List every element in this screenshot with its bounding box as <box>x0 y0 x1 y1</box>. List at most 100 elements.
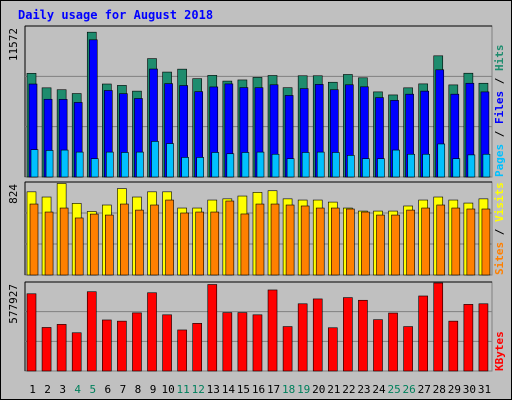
bar <box>222 312 233 372</box>
bar <box>297 303 308 372</box>
bar <box>481 208 491 276</box>
bar <box>362 158 370 178</box>
bar <box>60 149 69 178</box>
bar <box>300 205 310 276</box>
legend-kbytes: KBytes <box>493 331 506 371</box>
bar <box>89 213 99 276</box>
x-tick-label: 11 <box>177 383 190 396</box>
x-tick-label: 23 <box>357 383 370 396</box>
bar <box>482 153 491 178</box>
legend-text: / <box>493 71 506 91</box>
bar <box>147 292 157 372</box>
legend-hits: Pages / Files / Hits <box>493 45 506 178</box>
bar <box>403 326 413 372</box>
bar <box>436 204 446 276</box>
x-tick-label: 28 <box>433 383 446 396</box>
x-tick-label: 26 <box>403 383 416 396</box>
chart-title: Daily usage for August 2018 <box>18 8 213 22</box>
bar <box>391 214 400 276</box>
x-tick-label: 19 <box>297 383 310 396</box>
bar <box>237 312 248 372</box>
bar <box>421 207 430 276</box>
bar <box>150 204 159 276</box>
x-tick-label: 8 <box>135 383 142 396</box>
chart-panels: 11572 Pages / Files / Hits 824 Sites / Visi… <box>7 25 506 372</box>
x-tick-label: 3 <box>59 383 66 396</box>
bar <box>361 211 370 276</box>
x-tick-label: 10 <box>161 383 174 396</box>
bar <box>255 203 265 276</box>
bar <box>196 157 205 178</box>
bar <box>117 320 127 372</box>
bar <box>343 297 353 372</box>
legend-text: Visits <box>493 182 506 222</box>
bar <box>29 203 39 276</box>
panel-visits: 824 Sites / Visits <box>7 181 506 276</box>
bar <box>195 211 205 276</box>
x-tick-label: 31 <box>478 383 491 396</box>
bar <box>451 207 461 276</box>
bar <box>177 329 187 372</box>
bar <box>74 217 84 276</box>
x-tick-label: 14 <box>222 383 236 396</box>
x-tick-label: 27 <box>418 383 431 396</box>
bar <box>226 153 235 178</box>
x-tick-label: 17 <box>267 383 280 396</box>
series-files <box>28 39 490 178</box>
bar <box>267 289 278 372</box>
x-tick-label: 15 <box>237 383 250 396</box>
bar <box>346 208 355 276</box>
x-tick-label: 6 <box>105 383 112 396</box>
bar <box>327 327 338 372</box>
series-kbytes <box>26 282 489 372</box>
x-tick-label: 18 <box>282 383 295 396</box>
legend-text: / <box>493 124 506 144</box>
bar <box>210 211 220 276</box>
legend-text: Hits <box>493 45 506 72</box>
bar <box>407 153 415 178</box>
legend-visits: Sites / Visits <box>493 182 506 275</box>
bar <box>463 304 474 372</box>
x-tick-label: 22 <box>342 383 355 396</box>
bar <box>102 319 112 372</box>
bar <box>86 291 97 372</box>
legend-text: Sites <box>493 242 506 275</box>
bar <box>211 152 220 178</box>
bar <box>135 209 144 276</box>
bar <box>358 299 368 372</box>
bar <box>448 320 459 372</box>
x-tick-label: 12 <box>192 383 205 396</box>
x-tick-label: 25 <box>387 383 400 396</box>
bar <box>373 319 383 372</box>
x-tick-label: 5 <box>89 383 96 396</box>
bar <box>121 152 129 178</box>
bar <box>286 158 295 178</box>
x-tick-label: 4 <box>74 383 81 396</box>
x-tick-label: 2 <box>44 383 51 396</box>
legend-text: Pages <box>493 144 506 177</box>
bar <box>452 158 461 178</box>
bar <box>106 151 114 178</box>
bar <box>88 39 98 178</box>
series-sites <box>29 199 491 276</box>
bar <box>136 151 144 178</box>
bar <box>312 298 323 372</box>
x-tick-label: 21 <box>327 383 340 396</box>
bar <box>90 158 99 178</box>
bar <box>59 207 69 276</box>
y-max-label: 11572 <box>7 28 20 61</box>
bar <box>466 208 476 276</box>
bar <box>282 326 293 372</box>
bar <box>271 153 280 178</box>
bar <box>105 214 114 276</box>
bar <box>151 141 159 178</box>
bar <box>44 211 54 276</box>
bar <box>376 214 385 276</box>
bar <box>192 323 203 372</box>
bar <box>120 203 129 276</box>
bar <box>437 143 446 178</box>
bar <box>433 282 444 372</box>
bar <box>71 332 82 372</box>
x-tick-label: 24 <box>372 383 386 396</box>
bar <box>162 314 172 372</box>
